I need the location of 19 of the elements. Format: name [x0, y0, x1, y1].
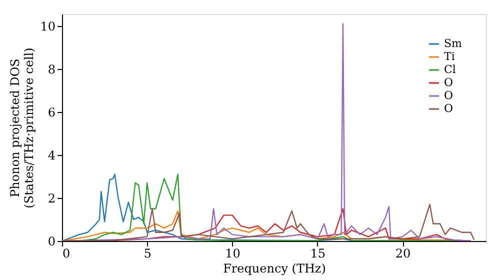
legend-label: Sm [444, 37, 463, 50]
legend-label: Cl [444, 63, 456, 76]
x-tick-label: 15 [310, 246, 326, 260]
legend-label: Ti [444, 50, 456, 63]
y-axis-title: Phonon projected DOS (States/THz·primitive cell) [8, 48, 36, 208]
x-tick-label: 5 [144, 246, 152, 260]
y-tick-label: 8 [48, 62, 56, 76]
x-tick-label: 0 [62, 246, 70, 260]
x-axis-title: Frequency (THz) [223, 262, 326, 276]
x-tick-label: 20 [395, 246, 411, 260]
x-tick-label: 10 [225, 246, 240, 260]
y-tick-label: 6 [48, 105, 56, 120]
legend-label: O [444, 102, 454, 115]
y-tick-label: 0 [48, 234, 56, 248]
y-tick-label: 10 [40, 19, 56, 34]
y-tick-label: 2 [48, 191, 56, 206]
legend-label: O [444, 76, 454, 89]
y-tick-label: 4 [48, 148, 56, 162]
legend-label: O [444, 89, 454, 102]
